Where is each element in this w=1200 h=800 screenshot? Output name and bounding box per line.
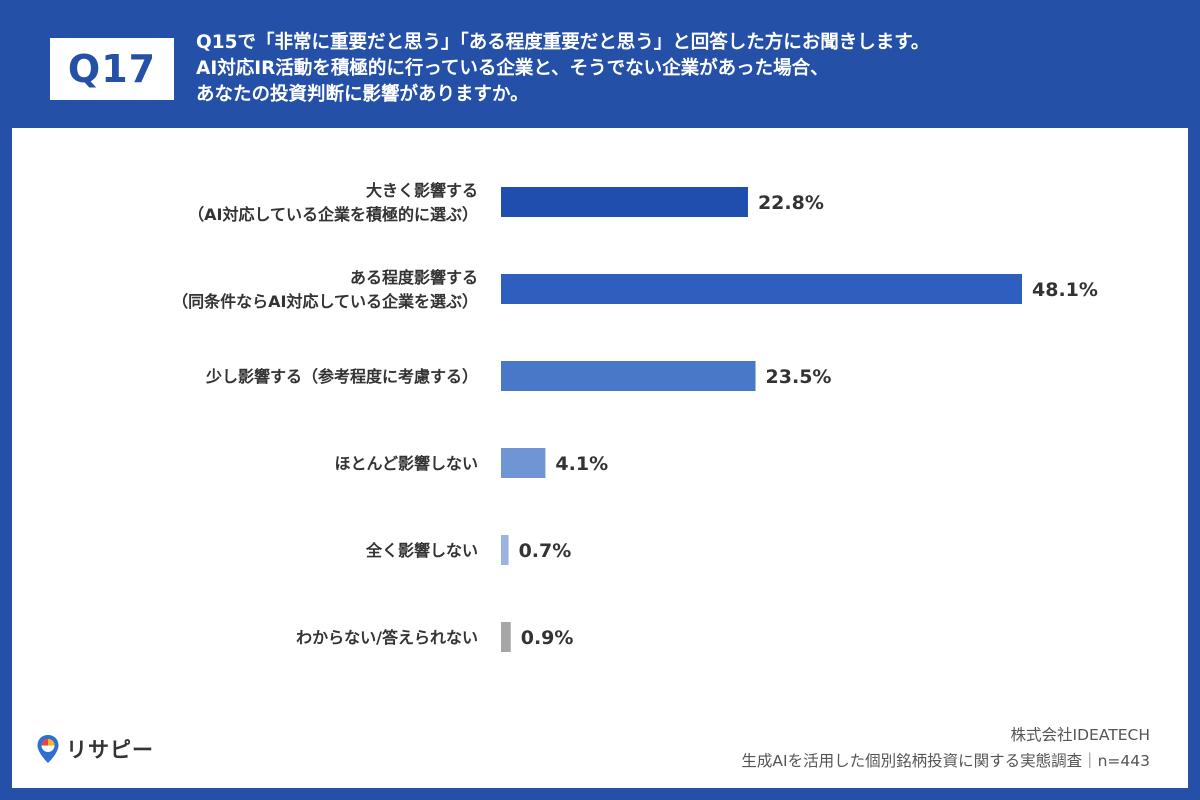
question-line: AI対応IR活動を積極的に行っている企業と、そうでない企業があった場合、 [196, 58, 829, 79]
bar-value-label: 4.1% [555, 453, 608, 475]
question-line: あなたの投資判断に影響がありますか。 [196, 84, 529, 105]
bar-value-label: 22.8% [758, 192, 824, 214]
bar [501, 622, 511, 652]
question-line: Q15で「非常に重要だと思う」「ある程度重要だと思う」と回答した方にお聞きします… [196, 32, 930, 53]
logo-text: リサピー [66, 738, 154, 762]
header: Q17 Q15で「非常に重要だと思う」「ある程度重要だと思う」と回答した方にお聞… [0, 0, 1200, 128]
bar-value-label: 0.9% [521, 627, 574, 649]
chart-panel: 22.8% 大きく影響する （AI対応している企業を積極的に選ぶ） 48.1% ある程度… [12, 128, 1188, 788]
bar [501, 361, 756, 391]
category-label: （AI対応している企業を積極的に選ぶ） [188, 205, 478, 224]
brand-logo: リサピー [36, 734, 154, 764]
category-label: わからない/答えられない [296, 628, 478, 647]
category-label: ある程度影響する [350, 268, 478, 287]
bar [501, 535, 509, 565]
company-name: 株式会社IDEATECH [1010, 726, 1150, 744]
category-label: 少し影響する（参考程度に考慮する） [205, 367, 478, 386]
bar [501, 274, 1022, 304]
category-label: 大きく影響する [366, 181, 478, 200]
category-label: ほとんど影響しない [334, 454, 478, 473]
question-number-badge: Q17 [50, 38, 174, 100]
source-note: 株式会社IDEATECH 生成AIを活用した個別銘柄投資に関する実態調査｜n=4… [741, 722, 1150, 774]
category-label: 全く影響しない [365, 541, 478, 560]
bar-value-label: 23.5% [766, 366, 832, 388]
map-pin-icon [37, 735, 59, 763]
bar [501, 448, 546, 478]
category-label: （同条件ならAI対応している企業を選ぶ） [172, 292, 478, 311]
bar-value-label: 48.1% [1032, 279, 1098, 301]
bar-chart: 22.8% 大きく影響する （AI対応している企業を積極的に選ぶ） 48.1% ある程度… [172, 181, 1098, 652]
survey-name: 生成AIを活用した個別銘柄投資に関する実態調査｜n=443 [741, 752, 1150, 770]
question-text: Q15で「非常に重要だと思う」「ある程度重要だと思う」と回答した方にお聞きします… [196, 30, 1176, 108]
bar [501, 187, 748, 217]
bar-value-label: 0.7% [519, 540, 572, 562]
